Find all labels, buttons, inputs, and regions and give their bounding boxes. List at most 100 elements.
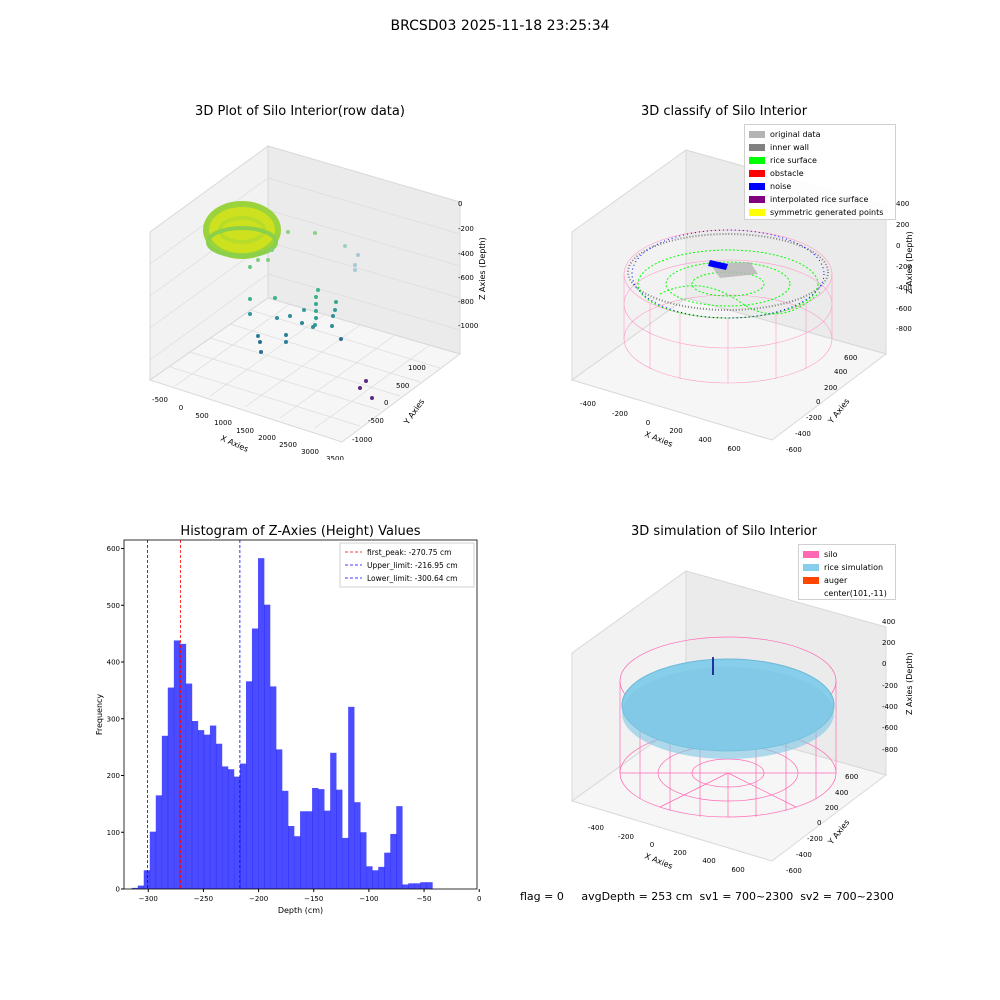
svg-text:-200: -200 [807,835,823,843]
svg-text:0: 0 [816,398,820,406]
svg-text:200: 200 [882,639,895,647]
raw-z-ticks: 0 -200 -400 -600 -800 -1000 [458,200,478,330]
legend-label: obstacle [770,169,804,178]
histogram-bar [143,870,151,889]
legend-label: original data [770,130,821,139]
legend-label: symmetric generated points [770,208,884,217]
histogram-bar [258,558,265,889]
svg-text:-600: -600 [882,724,898,732]
classify-silo-wireframe [623,229,833,384]
svg-text:400: 400 [698,436,711,444]
y-tick-label: 500 [107,602,120,610]
legend-label: first_peak: -270.75 cm [367,548,451,557]
svg-text:-800: -800 [882,746,898,754]
svg-text:600: 600 [845,773,858,781]
histogram-bar [318,789,325,889]
legend-swatch [749,196,765,203]
svg-text:0: 0 [882,660,886,668]
histogram-bar [179,643,187,889]
legend-label: interpolated rice surface [770,195,869,204]
svg-text:1000: 1000 [408,364,426,372]
svg-text:-500: -500 [152,396,168,404]
histogram-bar [300,811,307,889]
legend-label: Lower_limit: -300.64 cm [367,574,457,583]
legend-swatch [803,551,819,558]
svg-text:400: 400 [835,789,848,797]
legend-swatch [749,157,765,164]
svg-text:-200: -200 [882,682,898,690]
svg-text:0: 0 [817,819,821,827]
legend-label: Upper_limit: -216.95 cm [367,561,458,570]
histogram-bar [233,776,241,889]
raw-point-cloud [203,201,374,400]
svg-text:-600: -600 [896,305,912,313]
svg-text:-400: -400 [896,284,912,292]
svg-text:0: 0 [458,200,462,208]
svg-text:0: 0 [646,419,650,427]
x-tick-label: −50 [417,895,432,903]
y-tick-label: 100 [107,829,120,837]
legend-swatch [749,131,765,138]
svg-text:400: 400 [834,368,847,376]
svg-text:-400: -400 [588,824,604,832]
histogram-bar [276,749,283,889]
x-tick-label: −100 [359,895,378,903]
svg-text:-600: -600 [458,274,474,282]
histogram-bar [408,883,415,889]
histogram-legend [339,542,475,588]
legend-entry: noise [749,180,791,193]
histogram-bar [390,833,397,889]
legend-swatch [803,590,819,597]
x-tick-label: −300 [139,895,158,903]
legend-entry: silo [803,548,838,561]
svg-text:400: 400 [896,200,909,208]
svg-text:-800: -800 [896,325,912,333]
classify-rice-surface [637,249,821,319]
simulation-x-ticks: -400 -200 0 200 400 600 [588,824,745,874]
legend-label: noise [770,182,792,191]
simulation-y-label: Y Axies [826,818,852,847]
simulation-x-label: X Axies [643,852,674,871]
svg-text:-200: -200 [458,225,474,233]
svg-text:500: 500 [195,412,208,420]
histogram-bar [360,832,367,889]
histogram-bar [239,763,247,889]
svg-text:-400: -400 [580,400,596,408]
svg-text:0: 0 [384,399,388,407]
x-tick-label: 0 [477,895,481,903]
svg-text:-200: -200 [806,414,822,422]
histogram-bar [342,837,349,889]
svg-text:200: 200 [673,849,686,857]
classify-y-ticks: 600 400 200 0 -200 -400 -600 [786,354,857,454]
svg-text:-400: -400 [796,851,812,859]
svg-text:-200: -200 [612,410,628,418]
histogram-bar [270,686,277,889]
raw-x-label: X Axies [219,434,250,454]
legend-swatch [749,209,765,216]
svg-text:400: 400 [882,618,895,626]
svg-text:-200: -200 [618,833,634,841]
histogram-bar [185,683,193,889]
legend-swatch [803,577,819,584]
svg-text:200: 200 [669,427,682,435]
legend-swatch [749,144,765,151]
legend-label: inner wall [770,143,810,152]
legend-entry: original data [749,128,820,141]
svg-text:600: 600 [727,445,740,453]
svg-text:2000: 2000 [258,434,276,442]
legend-label: silo [824,550,838,559]
svg-text:-500: -500 [368,417,384,425]
histogram-bar [221,766,229,889]
svg-text:200: 200 [824,384,837,392]
y-tick-label: 300 [107,715,120,723]
svg-text:400: 400 [702,857,715,865]
histogram-bar [263,604,271,889]
svg-text:-600: -600 [786,867,802,875]
svg-text:-400: -400 [458,250,474,258]
histogram-bar [203,734,211,889]
histogram-bar [197,730,205,889]
histogram-bar [330,752,337,889]
histogram-bar [402,884,409,889]
histogram-bar [282,790,289,889]
simulation-plot-title: 3D simulation of Silo Interior [631,524,817,539]
